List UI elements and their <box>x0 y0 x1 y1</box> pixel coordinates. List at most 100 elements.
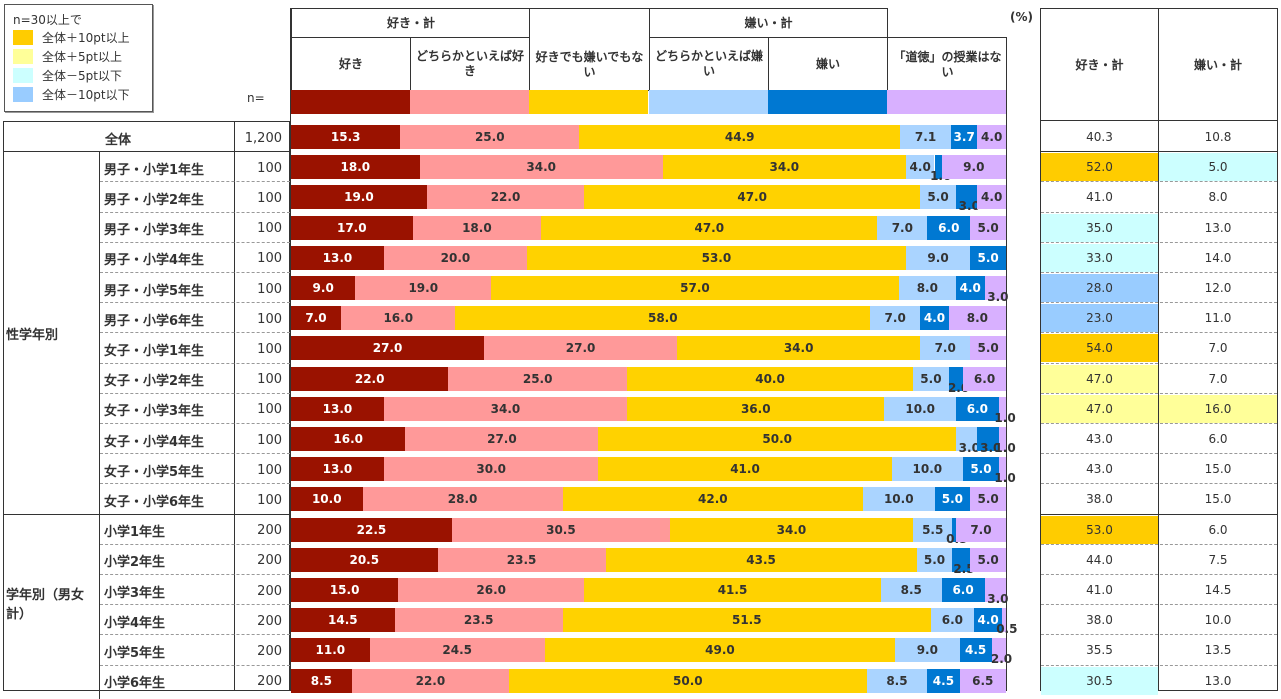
bar-segment-3: 50.0 <box>598 427 956 451</box>
like-total-value: 47.0 <box>1041 364 1158 393</box>
row-label: 小学1年生 <box>104 525 166 541</box>
row-separator <box>1041 362 1277 364</box>
dislike-total-value: 15.0 <box>1204 492 1232 507</box>
row-separator <box>1041 241 1277 243</box>
bar-segment-4: 8.5 <box>866 668 928 693</box>
bar-segment-3: 47.0 <box>541 215 878 240</box>
bar-segment-5: 4.0 <box>955 276 985 300</box>
n-value: 100 <box>257 281 282 297</box>
bar-segment-5: 5.0 <box>963 457 999 482</box>
n-header: n= <box>247 91 265 105</box>
bar-segment-1: 15.0 <box>291 578 399 602</box>
dislike-total-value: 7.5 <box>1208 552 1228 567</box>
row-separator <box>100 483 290 485</box>
bar-segment-6: 4.0 <box>977 185 1006 210</box>
legend: n=30以上で 全体＋10pt以上 全体＋5pt以上 全体－5pt以下 全体－1… <box>4 4 153 112</box>
row-separator <box>100 272 290 273</box>
bar-segment-2: 24.5 <box>369 638 545 663</box>
n-value: 100 <box>257 190 282 206</box>
bar-segment-5: 3.7 <box>950 125 978 149</box>
bar-segment-3: 34.0 <box>669 517 914 542</box>
like-total-value: 52.0 <box>1041 153 1158 182</box>
like-total-value: 53.0 <box>1041 515 1158 544</box>
bar-segment-1: 7.0 <box>291 306 342 331</box>
bar-segment-1: 19.0 <box>291 185 427 210</box>
header-swatch-2 <box>410 90 529 114</box>
bar-segment-5: 6.0 <box>927 215 971 240</box>
bar-segment-2: 22.0 <box>426 185 585 210</box>
bar-segment-6 <box>1002 608 1006 633</box>
dislike-total-value: 14.0 <box>1204 250 1232 265</box>
bar-segment-2: 23.5 <box>437 547 606 572</box>
bar-segment-3: 34.0 <box>677 336 921 361</box>
bar-segment-4: 7.0 <box>870 306 921 331</box>
bar-segment-4: 5.5 <box>913 517 953 542</box>
legend-swatch <box>13 67 33 83</box>
bar-segment-3: 51.5 <box>562 608 931 633</box>
legend-item-minus10: 全体－10pt以下 <box>13 86 130 102</box>
row-label: 男子・小学2年生 <box>104 192 205 208</box>
bar-segment-6: 6.5 <box>959 668 1006 693</box>
group-divider <box>1040 151 1278 153</box>
like-total-value: 33.0 <box>1041 243 1158 272</box>
legend-item-plus5: 全体＋5pt以上 <box>13 48 122 64</box>
bar-segment-4: 5.0 <box>913 366 949 391</box>
like-total-value: 35.0 <box>1041 213 1158 242</box>
row-separator <box>100 392 290 394</box>
bar-segment-1: 13.0 <box>291 245 384 270</box>
row-separator <box>100 362 290 364</box>
like-total-value: 28.0 <box>1041 274 1158 302</box>
like-total-value: 35.5 <box>1086 643 1113 658</box>
percent-unit: (%) <box>1010 10 1033 24</box>
bar-label-small: 2.5 <box>953 561 975 576</box>
header-col-somewhat-like: どちらかといえば好き <box>410 37 530 91</box>
bar-segment-6 <box>991 638 1006 663</box>
bar-segment-5 <box>934 155 942 180</box>
row-label: 女子・小学2年生 <box>104 374 205 390</box>
bar-segment-3: 44.9 <box>579 125 901 149</box>
n-value: 100 <box>257 372 282 388</box>
row-label: 男子・小学4年生 <box>104 253 205 269</box>
n-value: 100 <box>257 221 282 237</box>
row-label: 男子・小学3年生 <box>104 223 205 239</box>
bar-segment-1: 20.5 <box>291 547 438 572</box>
bar-segment-1: 13.0 <box>291 396 384 421</box>
group-divider <box>3 151 290 153</box>
chart-left-border <box>290 8 291 691</box>
row-separator <box>100 574 290 575</box>
row-label: 小学3年生 <box>104 585 166 601</box>
header-col-like: 好き <box>291 37 411 91</box>
row-separator <box>1041 453 1277 455</box>
dislike-total-value: 13.0 <box>1204 220 1232 235</box>
row-separator <box>100 664 290 666</box>
bar-segment-5: 5.0 <box>934 487 971 512</box>
header-divider <box>1040 120 1278 121</box>
row-separator <box>100 543 290 545</box>
legend-label: 全体＋5pt以上 <box>42 49 122 64</box>
row-label: 女子・小学6年生 <box>104 494 205 510</box>
bar-segment-4: 7.0 <box>920 336 971 361</box>
dislike-total-value: 10.0 <box>1204 613 1232 628</box>
row-separator <box>100 241 290 243</box>
like-total-value: 41.0 <box>1086 583 1113 597</box>
bar-segment-3: 40.0 <box>627 366 914 391</box>
bar-segment-5 <box>955 185 978 210</box>
bar-label-small: 3.0 <box>980 441 1002 455</box>
bar-segment-3: 50.0 <box>509 668 867 693</box>
bar-segment-3: 36.0 <box>627 396 885 421</box>
bar-segment-1: 27.0 <box>291 336 485 361</box>
bar-segment-4: 9.0 <box>905 245 971 270</box>
chart-right-border <box>1006 37 1007 691</box>
bar-segment-3: 43.5 <box>605 547 917 572</box>
n-value: 100 <box>257 160 282 176</box>
bar-segment-2: 25.0 <box>448 366 628 391</box>
bar-segment-5 <box>952 517 956 542</box>
bar-segment-4: 7.1 <box>900 125 951 149</box>
row-separator <box>1041 543 1277 545</box>
bar-segment-1: 10.0 <box>291 487 363 512</box>
group-label-overall: 全体 <box>104 132 131 148</box>
dislike-total-value: 6.0 <box>1208 432 1228 446</box>
bar-segment-6: 8.0 <box>948 306 1006 331</box>
bar-segment-3: 58.0 <box>455 306 871 331</box>
row-separator <box>1041 423 1277 424</box>
